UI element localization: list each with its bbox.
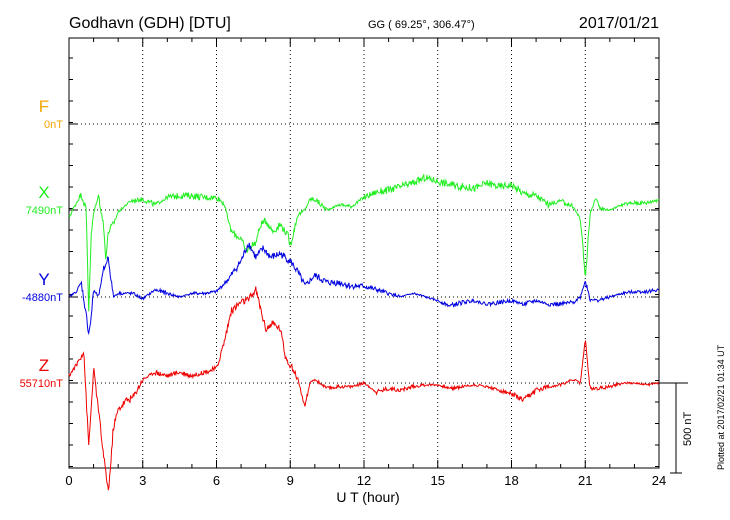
- scale-bar-label: 500 nT: [682, 411, 694, 446]
- series-name-z: Z: [39, 356, 49, 375]
- station-title: Godhavn (GDH) [DTU]: [69, 15, 231, 32]
- plot-date: 2017/01/21: [579, 15, 659, 32]
- x-axis-label: U T (hour): [336, 489, 399, 505]
- x-tick-label: 6: [213, 473, 220, 488]
- series-name-y: Y: [38, 270, 49, 289]
- x-tick-label: 0: [65, 473, 72, 488]
- series-line-x: [68, 173, 660, 312]
- x-tick-label: 21: [578, 473, 592, 488]
- geographic-coordinates: GG ( 69.25°, 306.47°): [368, 19, 475, 31]
- x-tick-label: 15: [431, 473, 445, 488]
- series-layer: [68, 173, 660, 491]
- series-baseline-x: 7490nT: [26, 205, 64, 217]
- x-tick-label: 9: [287, 473, 294, 488]
- x-tick-label: 12: [357, 473, 371, 488]
- series-name-x: X: [38, 183, 49, 202]
- x-tick-label: 24: [652, 473, 666, 488]
- plot-frame-layer: 0 3 6 9 12 15 18 21 24 F 0nT X 7490nT Y -4880nT Z 55710n…: [20, 37, 694, 488]
- plotted-timestamp: Plotted at 2017/02/21 01:34 UT: [716, 344, 726, 470]
- series-name-f: F: [39, 97, 49, 116]
- series-line-z: [68, 286, 660, 491]
- series-baseline-f: 0nT: [44, 119, 63, 131]
- series-baseline-z: 55710nT: [20, 378, 64, 390]
- series-line-y: [68, 242, 659, 336]
- x-tick-label: 3: [139, 473, 146, 488]
- x-tick-label: 18: [504, 473, 518, 488]
- series-baseline-y: -4880nT: [22, 292, 63, 304]
